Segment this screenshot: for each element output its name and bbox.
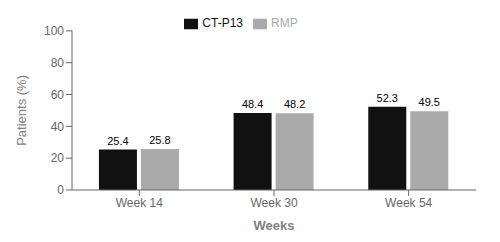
svg-text:48.4: 48.4 [242,98,263,110]
html-text:RMP: RMP [271,16,298,30]
svg-text:Week 30: Week 30 [250,196,297,210]
svg-text:25.4: 25.4 [107,135,128,147]
svg-text:0: 0 [57,183,64,197]
svg-text:Week 54: Week 54 [385,196,432,210]
svg-text:40: 40 [51,120,65,134]
svg-text:Weeks: Weeks [254,218,295,233]
svg-text:60: 60 [51,88,65,102]
svg-text:Week 14: Week 14 [116,196,163,210]
svg-text:Patients (%): Patients (%) [14,75,29,146]
svg-text:52.3: 52.3 [377,92,398,104]
svg-text:49.5: 49.5 [419,96,440,108]
svg-text:20: 20 [51,151,65,165]
svg-text:100: 100 [44,24,64,38]
svg-text:48.2: 48.2 [284,98,305,110]
svg-text:25.8: 25.8 [149,134,170,146]
svg-text:80: 80 [51,56,65,70]
html-text:CT-P13: CT-P13 [202,16,243,30]
